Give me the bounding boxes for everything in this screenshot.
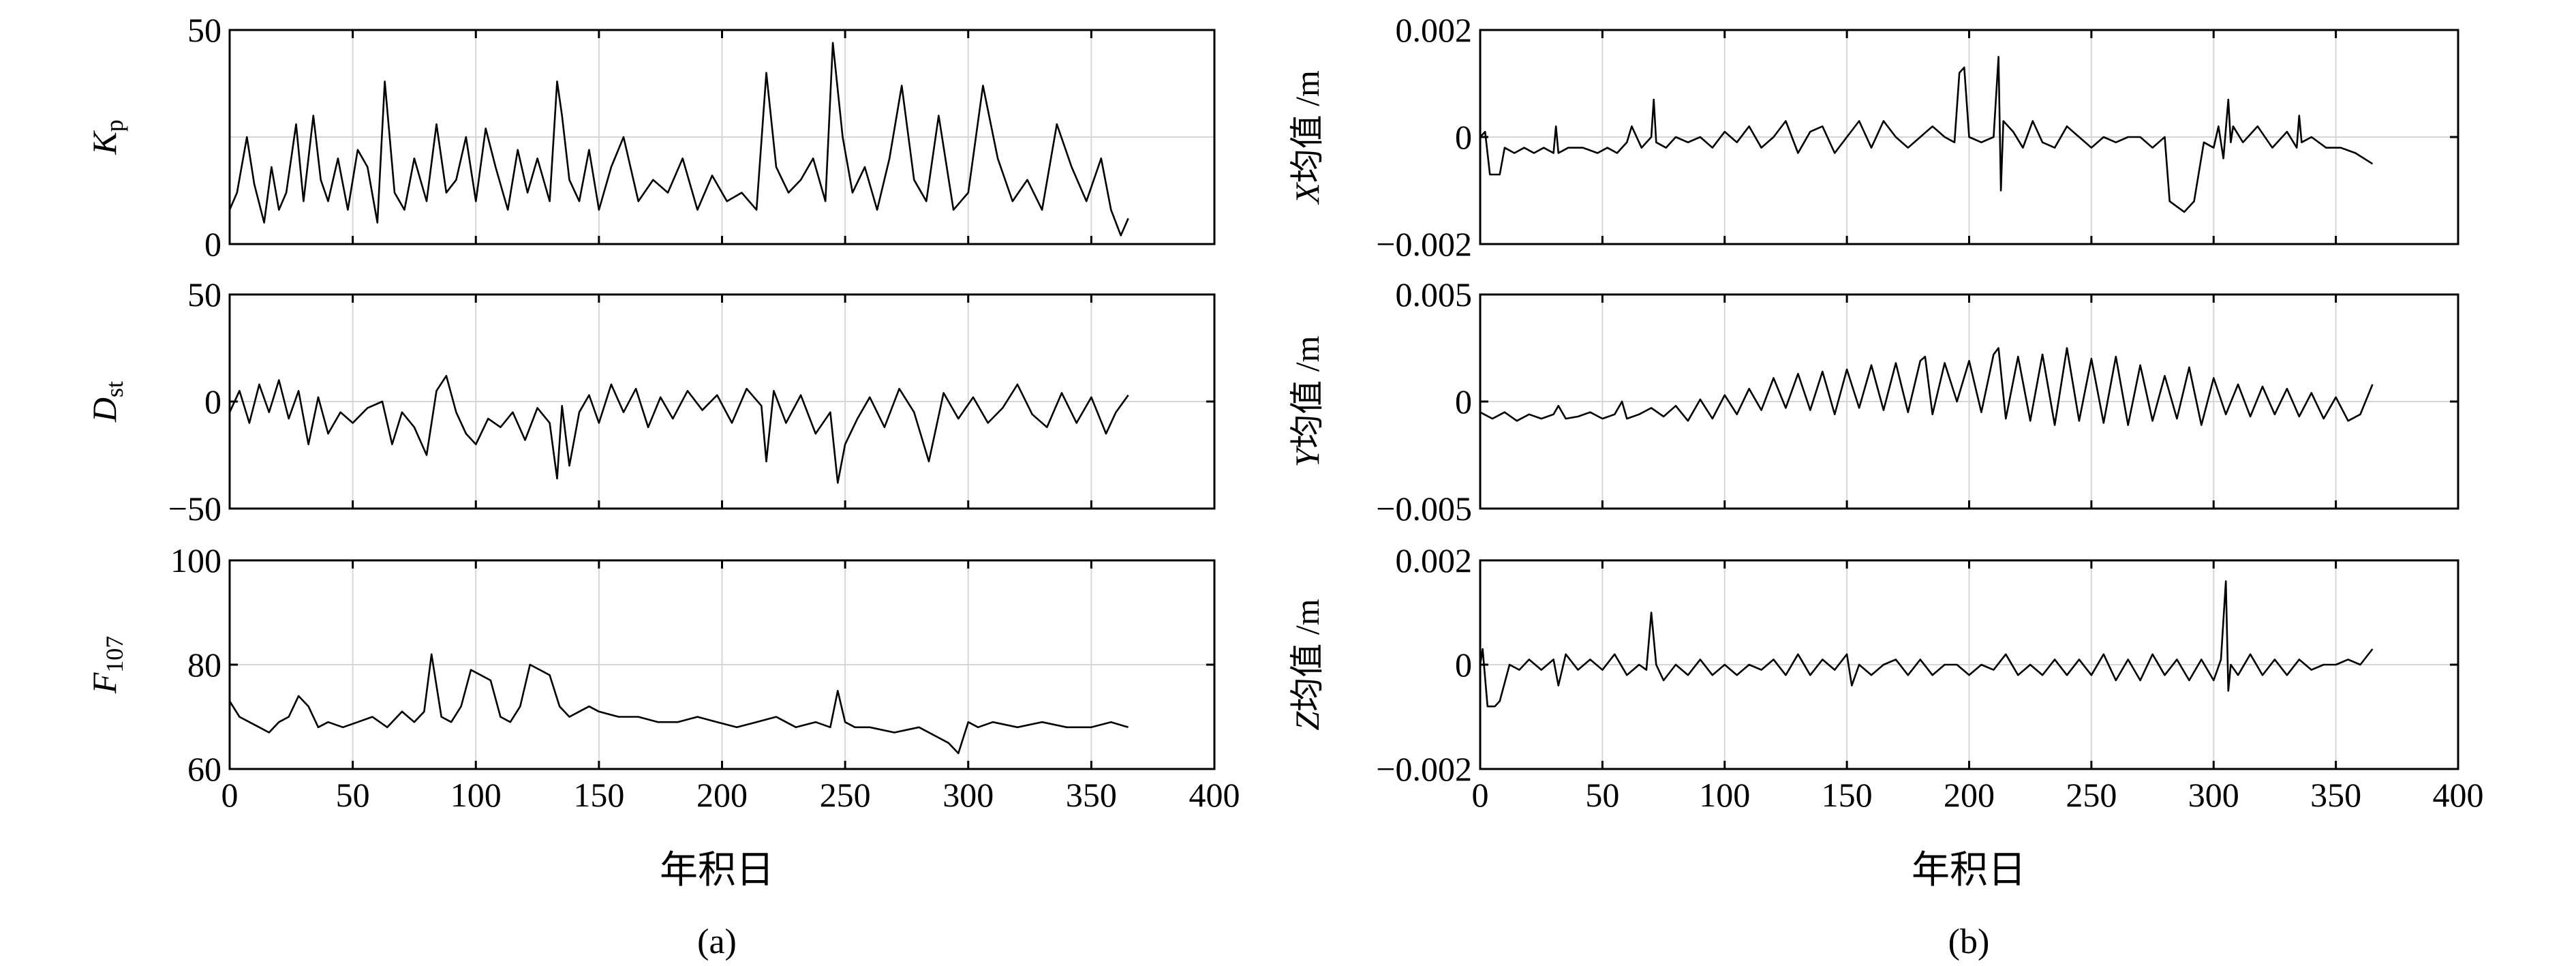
- x-tick-label: 400: [1189, 776, 1240, 814]
- series-line-ymean: [1479, 347, 2374, 426]
- caption-b: (b): [1948, 922, 1990, 961]
- series-line-zmean: [1479, 580, 2374, 708]
- y-axis-title-subscript: 107: [101, 636, 128, 673]
- y-axis-title-ymean: Y均值 /m: [1288, 335, 1326, 467]
- y-tick-label: −0.002: [1376, 225, 1472, 263]
- series-line-dst: [228, 374, 1129, 484]
- y-axis-title-suffix: 均值 /m: [1288, 599, 1326, 711]
- y-tick-label: 0: [204, 382, 221, 421]
- caption-a: (a): [697, 922, 737, 961]
- x-tick-label: 300: [2188, 776, 2239, 814]
- x-tick-label: 350: [2310, 776, 2361, 814]
- y-tick-label: 0: [1455, 382, 1472, 421]
- y-tick-label: 0: [1455, 118, 1472, 156]
- chart-panel-f107: 60 80 100 0 50 100 150 200 250 300 350 400 F107: [85, 541, 1240, 814]
- series-line-kp: [228, 42, 1129, 237]
- chart-panel-xmean: −0.002 0 0.002 X均值 /m: [1288, 11, 2459, 263]
- chart-panel-ymean: −0.005 0 0.005 Y均值 /m: [1288, 275, 2459, 528]
- y-axis-title-zmean: Z均值 /m: [1288, 599, 1326, 730]
- y-axis-title-main: Z: [1288, 711, 1326, 731]
- y-tick-label: 80: [187, 646, 221, 684]
- x-tick-label: 0: [1472, 776, 1489, 814]
- y-axis-title-subscript: st: [101, 381, 128, 397]
- x-tick-label: 100: [1699, 776, 1750, 814]
- y-tick-label: −0.005: [1376, 489, 1472, 528]
- y-axis-title-f107: F107: [85, 636, 128, 695]
- series-line-xmean: [1479, 56, 2374, 213]
- x-tick-label: 250: [2066, 776, 2117, 814]
- x-tick-label: 100: [450, 776, 502, 814]
- y-axis-title-main: Y: [1288, 445, 1326, 468]
- plot-frame: [1479, 293, 2459, 510]
- y-tick-label: 50: [187, 11, 221, 49]
- plot-frame: [1479, 559, 2459, 770]
- y-axis-title-suffix: 均值 /m: [1288, 335, 1326, 448]
- y-tick-label: 100: [170, 541, 221, 579]
- y-axis-title-kp: Kp: [85, 119, 128, 155]
- plot-frame: [228, 293, 1216, 510]
- y-axis-title-subscript: p: [101, 119, 128, 132]
- y-axis-title-main: D: [85, 397, 123, 423]
- x-axis-title-b: 年积日: [1912, 849, 2026, 892]
- y-axis-title-main: X: [1288, 181, 1326, 205]
- y-tick-label: −50: [168, 489, 221, 528]
- x-tick-label: 350: [1066, 776, 1117, 814]
- y-axis-title-main: F: [85, 672, 123, 694]
- x-tick-label: 50: [336, 776, 370, 814]
- x-tick-label: 50: [1585, 776, 1619, 814]
- y-tick-label: 60: [187, 750, 221, 788]
- x-tick-label: 400: [2433, 776, 2484, 814]
- x-tick-label: 200: [1944, 776, 1995, 814]
- y-tick-label: 0.002: [1396, 11, 1473, 49]
- plot-frame: [228, 559, 1216, 770]
- y-tick-label: 0: [1455, 646, 1472, 684]
- x-tick-label: 150: [573, 776, 624, 814]
- plot-frame: [1479, 29, 2459, 245]
- x-tick-label: 0: [221, 776, 239, 814]
- y-tick-label: 0.005: [1396, 275, 1473, 314]
- x-tick-label: 250: [820, 776, 871, 814]
- chart-panel-kp: 0 50 Kp: [85, 11, 1216, 263]
- x-axis-title-a: 年积日: [660, 849, 774, 892]
- x-tick-label: 200: [696, 776, 748, 814]
- y-axis-title-dst: Dst: [85, 381, 128, 423]
- y-tick-label: −0.002: [1376, 750, 1472, 788]
- y-axis-title-xmean: X均值 /m: [1288, 70, 1326, 205]
- y-axis-title-main: K: [85, 130, 123, 155]
- chart-panel-dst: −50 0 50 Dst: [85, 275, 1216, 528]
- panels: 0 50 Kp −50 0 50 Dst 60 80 100 0 50 100 150 200 250 300 3…: [85, 11, 2484, 814]
- x-tick-label: 150: [1822, 776, 1873, 814]
- y-tick-label: 0.002: [1396, 541, 1473, 579]
- series-line-f107: [228, 653, 1129, 755]
- plot-frame: [228, 29, 1216, 245]
- y-tick-label: 0: [204, 225, 221, 263]
- y-tick-label: 50: [187, 275, 221, 314]
- y-axis-title-suffix: 均值 /m: [1288, 70, 1326, 183]
- x-tick-label: 300: [942, 776, 994, 814]
